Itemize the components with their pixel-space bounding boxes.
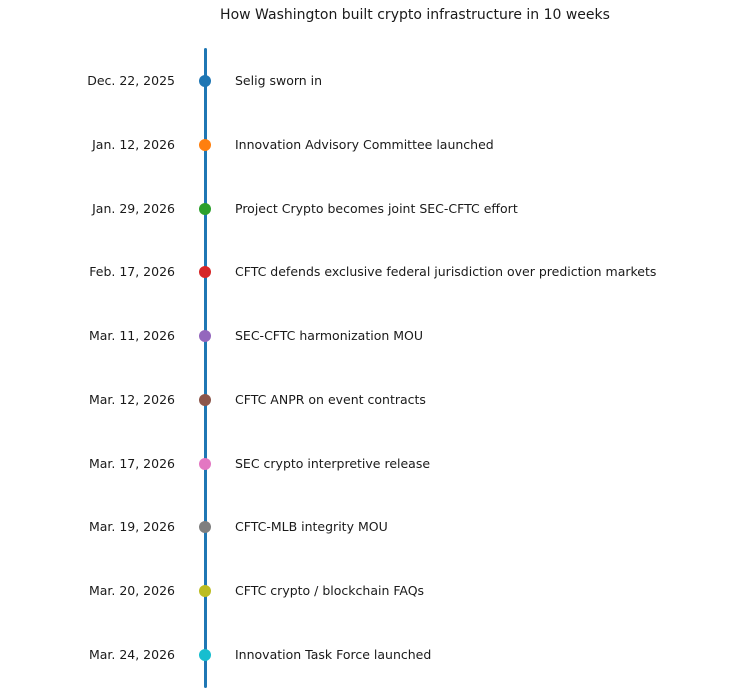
event-date: Mar. 19, 2026 — [88, 519, 175, 534]
event-marker-dot — [199, 394, 211, 406]
event-label: CFTC defends exclusive federal jurisdict… — [235, 264, 657, 279]
event-label: CFTC crypto / blockchain FAQs — [235, 583, 425, 598]
event-marker-dot — [199, 75, 211, 87]
event-date: Feb. 17, 2026 — [89, 264, 175, 279]
event-marker-dot — [199, 266, 211, 278]
event-label: CFTC ANPR on event contracts — [235, 392, 426, 407]
chart-title: How Washington built crypto infrastructu… — [220, 7, 610, 23]
event-date: Mar. 20, 2026 — [88, 583, 175, 598]
event-label: SEC crypto interpretive release — [235, 456, 431, 471]
timeline-event-row: Jan. 29, 2026 Project Crypto becomes joi… — [0, 199, 750, 219]
timeline-event-row: Mar. 11, 2026 SEC-CFTC harmonization MOU — [0, 326, 750, 346]
timeline-event-row: Jan. 12, 2026 Innovation Advisory Commit… — [0, 135, 750, 155]
event-date: Jan. 12, 2026 — [92, 137, 175, 152]
timeline-event-row: Mar. 20, 2026 CFTC crypto / blockchain F… — [0, 581, 750, 601]
event-date: Mar. 24, 2026 — [88, 647, 175, 662]
event-marker-dot — [199, 330, 211, 342]
timeline-spine — [203, 48, 207, 688]
timeline-event-row: Mar. 19, 2026 CFTC-MLB integrity MOU — [0, 517, 750, 537]
event-date: Mar. 17, 2026 — [88, 456, 175, 471]
event-marker-dot — [199, 521, 211, 533]
event-date: Jan. 29, 2026 — [92, 201, 175, 216]
event-marker-dot — [199, 139, 211, 151]
event-date: Mar. 12, 2026 — [88, 392, 175, 407]
event-label: Project Crypto becomes joint SEC-CFTC ef… — [235, 201, 518, 216]
timeline-event-row: Feb. 17, 2026 CFTC defends exclusive fed… — [0, 262, 750, 282]
event-marker-dot — [199, 585, 211, 597]
timeline-event-row: Dec. 22, 2025 Selig sworn in — [0, 71, 750, 91]
event-label: Innovation Advisory Committee launched — [235, 137, 494, 152]
event-date: Dec. 22, 2025 — [87, 73, 175, 88]
event-marker-dot — [199, 203, 211, 215]
event-label: CFTC-MLB integrity MOU — [235, 519, 388, 534]
event-label: Selig sworn in — [235, 73, 323, 88]
event-label: SEC-CFTC harmonization MOU — [235, 328, 424, 343]
timeline-event-row: Mar. 12, 2026 CFTC ANPR on event contrac… — [0, 390, 750, 410]
event-date: Mar. 11, 2026 — [88, 328, 175, 343]
event-marker-dot — [199, 458, 211, 470]
event-label: Innovation Task Force launched — [235, 647, 432, 662]
timeline-event-row: Mar. 17, 2026 SEC crypto interpretive re… — [0, 454, 750, 474]
timeline-event-row: Mar. 24, 2026 Innovation Task Force laun… — [0, 645, 750, 665]
event-marker-dot — [199, 649, 211, 661]
